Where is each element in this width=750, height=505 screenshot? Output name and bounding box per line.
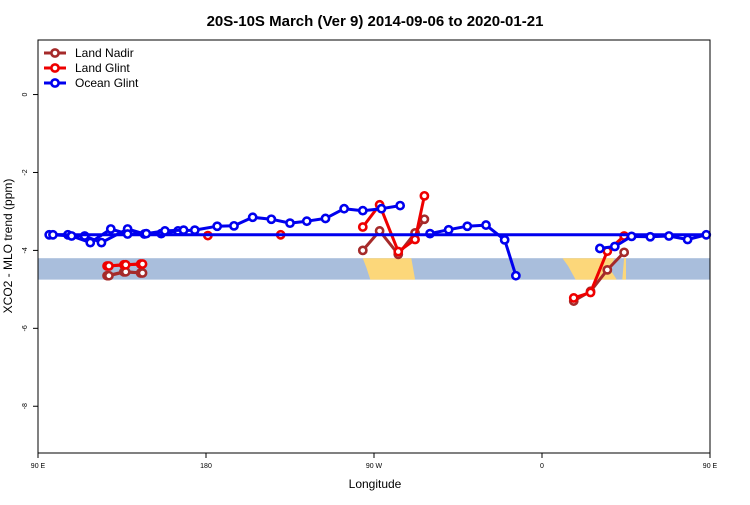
data-point-ocean-glint (481, 220, 491, 230)
data-point-land-nadir (602, 264, 613, 275)
data-point-ocean-glint (66, 231, 77, 241)
data-point-land-nadir (619, 247, 630, 258)
x-tick-label: 180 (200, 463, 212, 470)
data-point-land-nadir (419, 214, 430, 225)
legend-label-land-glint: Land Glint (75, 61, 130, 75)
data-point-ocean-glint (229, 220, 239, 231)
data-point-ocean-glint (266, 214, 277, 225)
data-point-land-glint (419, 190, 430, 201)
data-point-ocean-glint (122, 229, 133, 239)
legend-marker-land-nadir (50, 48, 60, 58)
data-point-ocean-glint (247, 212, 258, 223)
data-point-land-nadir (104, 270, 114, 281)
y-axis: 0 -2 -4 -6 -8 (22, 92, 38, 409)
data-point-ocean-glint (105, 224, 116, 234)
x-tick-label: 90 W (366, 463, 383, 470)
x-tick-label: 0 (540, 463, 544, 470)
x-axis: 90 E 180 90 W 0 90 E (31, 453, 718, 470)
data-point-ocean-glint (701, 229, 712, 240)
chart-title: 20S-10S March (Ver 9) 2014-09-06 to 2020… (207, 13, 544, 30)
background-band (38, 258, 710, 280)
y-tick-label: -4 (22, 247, 29, 253)
data-point-land-glint (120, 259, 131, 270)
data-point-ocean-glint (376, 203, 387, 214)
data-point-ocean-glint (285, 218, 295, 229)
data-point-ocean-glint (594, 243, 605, 254)
data-point-ocean-glint (48, 229, 58, 240)
data-point-ocean-glint (96, 237, 107, 248)
data-point-ocean-glint (160, 226, 170, 236)
land-patch (622, 258, 626, 280)
legend-label-land-nadir: Land Nadir (75, 46, 134, 60)
data-point-land-glint (568, 293, 579, 303)
data-point-land-nadir (357, 245, 368, 256)
data-point-ocean-glint (462, 221, 473, 232)
data-point-ocean-glint (85, 237, 96, 248)
y-tick-label: -2 (22, 169, 29, 175)
x-tick-label: 90 E (31, 463, 46, 470)
y-tick-label: -8 (22, 403, 29, 409)
data-point-ocean-glint (178, 225, 189, 236)
data-point-land-nadir (137, 268, 148, 278)
legend-label-ocean-glint: Ocean Glint (75, 76, 139, 90)
data-point-ocean-glint (141, 228, 152, 239)
series-layer (44, 190, 712, 306)
data-point-ocean-glint (320, 213, 331, 224)
data-point-ocean-glint (212, 221, 223, 232)
data-point-ocean-glint (664, 231, 674, 241)
data-point-ocean-glint (395, 200, 406, 211)
land-patch (362, 258, 416, 280)
data-point-ocean-glint (626, 231, 637, 242)
data-point-ocean-glint (609, 241, 620, 252)
legend-marker-land-glint (50, 63, 60, 73)
data-point-land-glint (104, 261, 114, 271)
legend-marker-ocean-glint (50, 78, 60, 88)
data-point-ocean-glint (301, 216, 312, 227)
data-point-ocean-glint (645, 231, 656, 242)
data-point-land-glint (410, 234, 420, 245)
y-tick-label: -6 (22, 325, 29, 331)
data-point-ocean-glint (510, 270, 521, 281)
data-point-ocean-glint (189, 225, 200, 236)
x-axis-label: Longitude (349, 477, 402, 491)
data-point-ocean-glint (339, 203, 350, 214)
data-point-ocean-glint (682, 234, 693, 245)
data-point-land-glint (137, 259, 148, 269)
data-point-ocean-glint (443, 224, 454, 235)
data-point-land-glint (393, 246, 404, 257)
y-tick-label: 0 (22, 92, 29, 96)
data-point-land-glint (357, 222, 368, 232)
data-point-ocean-glint (357, 205, 368, 216)
data-point-ocean-glint (499, 234, 510, 245)
x-tick-label: 90 E (703, 463, 718, 470)
data-point-land-glint (585, 287, 596, 298)
y-axis-label: XCO2 - MLO trend (ppm) (1, 179, 15, 314)
